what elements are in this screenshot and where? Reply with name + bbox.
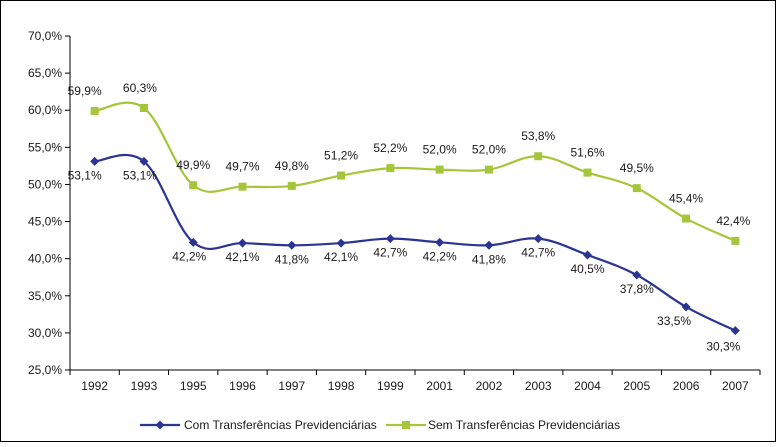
x-tick-label: 2004 [574, 379, 601, 393]
x-tick-label: 2001 [426, 379, 453, 393]
data-label: 51,2% [324, 149, 358, 163]
legend: Com Transferências Previdenciárias Sem Tr… [140, 418, 620, 432]
y-tick-label: 25,0% [28, 363, 62, 377]
data-point-marker [534, 152, 543, 161]
data-label: 59,9% [68, 84, 102, 98]
x-tick-label: 2002 [476, 379, 503, 393]
data-point-marker [386, 164, 395, 173]
data-point-marker [337, 171, 346, 180]
data-label: 41,8% [472, 252, 506, 266]
data-point-marker [632, 270, 642, 280]
data-label: 49,5% [620, 161, 654, 175]
data-label: 51,6% [570, 146, 604, 160]
x-tick-label: 2003 [525, 379, 552, 393]
data-label: 42,4% [716, 214, 750, 228]
y-tick-label: 35,0% [28, 289, 62, 303]
data-point-marker [336, 238, 346, 248]
y-tick-label: 30,0% [28, 326, 62, 340]
data-point-marker [435, 165, 444, 174]
data-label: 41,8% [275, 252, 309, 266]
x-tick-label: 2007 [722, 379, 749, 393]
data-point-marker [385, 234, 395, 244]
x-tick-label: 1992 [81, 379, 108, 393]
data-point-marker [90, 156, 100, 166]
data-point-marker [238, 238, 247, 248]
data-label: 42,1% [324, 250, 358, 264]
data-label: 49,8% [275, 159, 309, 173]
x-tick-label: 1998 [328, 379, 355, 393]
data-point-marker [287, 181, 296, 190]
series-com-transferencias [90, 153, 740, 336]
legend-marker [155, 420, 165, 430]
data-point-marker [632, 184, 641, 193]
data-label: 52,2% [373, 141, 407, 155]
data-label: 37,8% [620, 282, 654, 296]
x-tick-label: 1995 [180, 379, 207, 393]
data-label: 42,2% [172, 249, 206, 263]
data-label: 52,0% [423, 143, 457, 157]
y-tick-label: 65,0% [28, 66, 62, 80]
data-label: 40,5% [570, 262, 604, 276]
data-label: 42,2% [423, 249, 457, 263]
y-tick-label: 55,0% [28, 140, 62, 154]
data-label: 49,7% [225, 160, 259, 174]
axes: 25,0% 30,0% 35,0% 40,0% 45,0% 50,0% 55,0% 60,0%… [28, 29, 761, 393]
y-tick-label: 60,0% [28, 103, 62, 117]
data-point-marker [435, 237, 445, 247]
x-tick-label: 2006 [673, 379, 700, 393]
legend-label: Sem Transferências Previdenciárias [428, 418, 620, 432]
data-label: 60,3% [123, 81, 157, 95]
x-tick-label: 1996 [229, 379, 256, 393]
y-tick-label: 45,0% [28, 215, 62, 229]
y-tick-label: 40,0% [28, 252, 62, 266]
data-point-marker [238, 182, 247, 191]
legend-label: Com Transferências Previdenciárias [184, 418, 377, 432]
data-label: 30,3% [706, 340, 740, 354]
data-point-marker [583, 168, 592, 177]
data-label: 53,1% [68, 168, 102, 182]
data-label: 53,1% [123, 168, 157, 182]
data-label: 52,0% [472, 143, 506, 157]
data-point-marker [139, 103, 148, 112]
data-point-marker [730, 326, 740, 336]
data-point-marker [583, 250, 592, 260]
y-tick-label: 50,0% [28, 177, 62, 191]
data-label: 45,4% [669, 192, 703, 206]
legend-item: Sem Transferências Previdenciárias [386, 418, 620, 432]
data-point-marker [681, 302, 691, 312]
x-tick-label: 2005 [623, 379, 650, 393]
x-tick-label: 1997 [278, 379, 305, 393]
data-label: 42,7% [521, 246, 555, 260]
data-point-marker [287, 240, 297, 250]
y-tick-label: 70,0% [28, 29, 62, 43]
x-tick-label: 1999 [377, 379, 404, 393]
data-label: 42,7% [373, 246, 407, 260]
data-point-marker [189, 181, 198, 190]
data-label: 53,8% [521, 129, 555, 143]
data-point-marker [139, 156, 149, 166]
data-labels: 53,1% 53,1% 42,2% 42,1% 41,8% 42,1% 42,7% 42,2%… [68, 81, 751, 354]
data-point-marker [484, 165, 493, 174]
data-label: 42,1% [225, 250, 259, 264]
data-label: 49,9% [176, 158, 210, 172]
x-tick-label: 1993 [131, 379, 158, 393]
series-layer [90, 101, 740, 336]
data-point-marker [90, 106, 99, 115]
legend-item: Com Transferências Previdenciárias [140, 418, 377, 432]
data-label: 33,5% [657, 314, 691, 328]
data-point-marker [484, 240, 494, 250]
data-point-marker [731, 236, 740, 245]
data-point-marker [188, 237, 198, 247]
legend-marker [402, 421, 410, 429]
data-point-marker [682, 214, 691, 223]
data-point-marker [533, 234, 543, 244]
series-sem-transferencias [90, 101, 740, 245]
